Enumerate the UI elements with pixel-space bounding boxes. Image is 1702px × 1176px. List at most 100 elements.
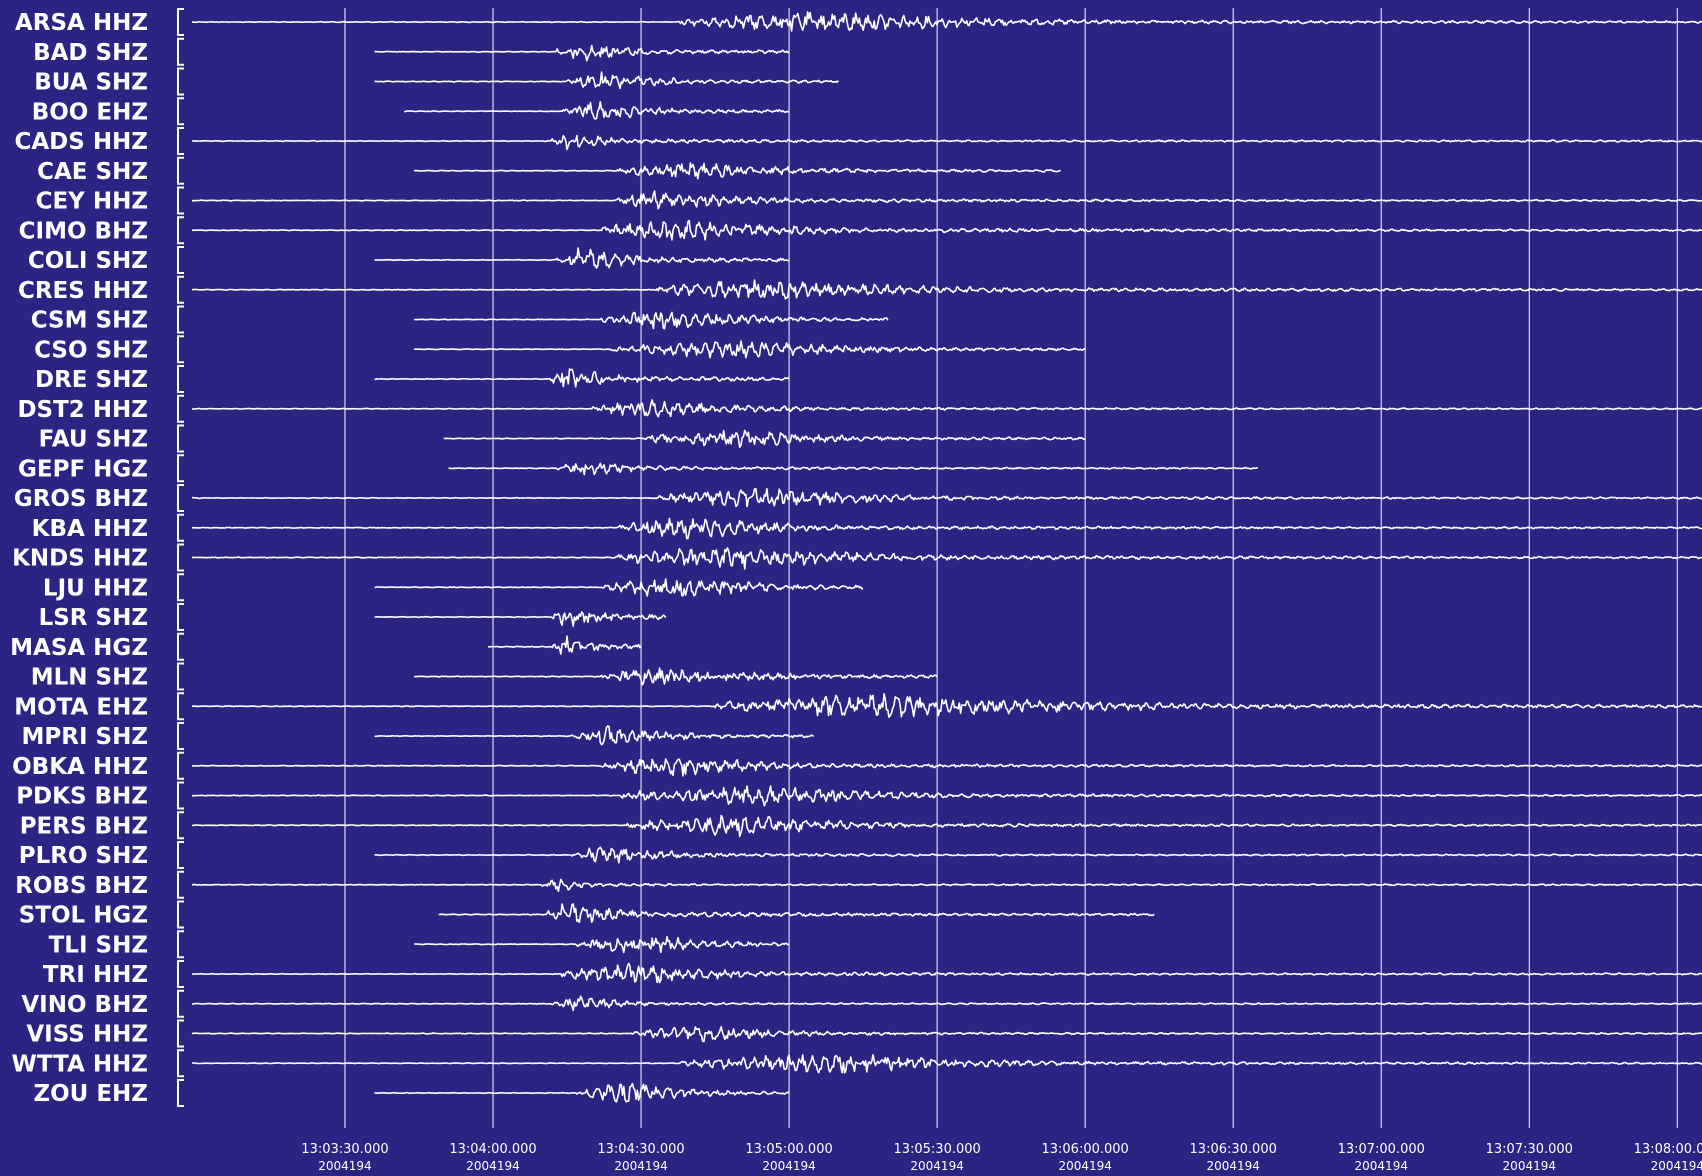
tick-label-date-3: 2004194	[762, 1159, 815, 1173]
trace-arsa-hhz	[192, 11, 1702, 32]
station-label-0: ARSA HHZ	[15, 10, 148, 36]
amplitude-bracket-34	[177, 1019, 184, 1048]
station-label-31: TLI SHZ	[49, 932, 148, 958]
trace-mota-ehz	[192, 692, 1702, 718]
trace-zou-ehz	[374, 1082, 790, 1103]
amplitude-bracket-5	[177, 156, 184, 185]
tick-label-time-8: 13:07:30.000	[1486, 1142, 1573, 1157]
tick-label-time-1: 13:04:00.000	[449, 1142, 536, 1157]
trace-robs-bhz	[191, 878, 1702, 893]
amplitude-bracket-24	[177, 722, 184, 750]
station-label-13: DST2 HHZ	[17, 397, 148, 423]
tick-label-date-1: 2004194	[466, 1159, 519, 1173]
trace-csm-shz	[413, 311, 889, 330]
tick-label-time-5: 13:06:00.000	[1041, 1142, 1128, 1157]
amplitude-bracket-22	[177, 662, 184, 691]
station-label-1: BAD SHZ	[33, 40, 148, 66]
station-label-6: CEY HHZ	[36, 189, 148, 215]
trace-pdks-bhz	[191, 785, 1702, 807]
trace-viss-hhz	[191, 1025, 1702, 1043]
station-label-29: ROBS BHZ	[15, 873, 148, 899]
amplitude-bracket-27	[177, 811, 184, 840]
tick-label-time-2: 13:04:30.000	[597, 1142, 684, 1157]
trace-cimo-bhz	[191, 219, 1702, 241]
station-label-34: VISS HHZ	[26, 1022, 148, 1048]
station-label-28: PLRO SHZ	[19, 843, 148, 869]
amplitude-bracket-18	[177, 543, 184, 572]
amplitude-bracket-33	[177, 989, 184, 1018]
trace-gros-bhz	[191, 487, 1702, 508]
trace-mln-shz	[414, 667, 938, 686]
tick-label-time-7: 13:07:00.000	[1338, 1142, 1425, 1157]
amplitude-bracket-7	[177, 216, 184, 245]
amplitude-bracket-8	[177, 246, 184, 274]
trace-cae-shz	[413, 162, 1061, 180]
trace-cads-hhz	[191, 134, 1702, 151]
amplitude-bracket-16	[177, 484, 184, 512]
amplitude-bracket-3	[177, 97, 184, 126]
amplitude-bracket-2	[177, 67, 184, 96]
station-label-19: LJU HHZ	[43, 575, 148, 601]
station-label-23: MOTA EHZ	[14, 694, 148, 720]
tick-label-date-2: 2004194	[614, 1159, 667, 1173]
trace-fau-shz	[443, 429, 1086, 449]
trace-lju-hhz	[374, 578, 864, 597]
amplitude-bracket-25	[177, 751, 184, 780]
amplitude-bracket-21	[177, 632, 184, 661]
station-label-26: PDKS BHZ	[16, 784, 148, 810]
amplitude-bracket-15	[177, 454, 184, 483]
trace-dre-shz	[374, 368, 790, 388]
tick-label-date-8: 2004194	[1503, 1159, 1556, 1173]
tick-label-date-7: 2004194	[1355, 1159, 1408, 1173]
station-label-25: OBKA HHZ	[12, 754, 148, 780]
station-label-15: GEPF HGZ	[18, 456, 148, 482]
trace-coli-shz	[374, 247, 790, 269]
station-label-10: CSM SHZ	[31, 308, 148, 334]
amplitude-bracket-28	[177, 841, 184, 869]
amplitude-bracket-36	[177, 1079, 184, 1107]
station-label-4: CADS HHZ	[14, 129, 148, 155]
tick-label-date-6: 2004194	[1206, 1159, 1259, 1173]
amplitude-bracket-0	[177, 8, 184, 36]
station-label-21: MASA HGZ	[10, 635, 148, 661]
station-label-33: VINO BHZ	[21, 992, 148, 1018]
time-axis: 13:03:30.000 2004194 13:04:00.000 2004194 13…	[301, 1142, 1702, 1173]
trace-cso-shz	[414, 340, 1086, 359]
trace-bad-shz	[374, 44, 790, 62]
tick-label-date-5: 2004194	[1058, 1159, 1111, 1173]
amplitude-bracket-19	[177, 573, 184, 602]
station-label-11: CSO SHZ	[34, 337, 148, 363]
tick-label-time-9: 13:08:00.000	[1634, 1142, 1702, 1157]
station-label-12: DRE SHZ	[35, 367, 148, 393]
trace-plro-shz	[374, 846, 1702, 864]
amplitude-bracket-29	[177, 870, 184, 899]
amplitude-bracket-35	[177, 1049, 184, 1078]
amplitude-bracket-32	[177, 960, 184, 988]
trace-kba-hhz	[191, 517, 1702, 540]
amplitude-bracket-6	[177, 186, 184, 215]
amplitude-bracket-31	[177, 930, 184, 959]
seismic-traces	[191, 11, 1702, 1103]
station-label-35: WTTA HHZ	[12, 1051, 148, 1077]
station-label-17: KBA HHZ	[32, 516, 148, 542]
trace-boo-ehz	[404, 101, 790, 120]
station-label-7: CIMO BHZ	[19, 218, 148, 244]
station-label-20: LSR SHZ	[39, 605, 148, 631]
amplitude-bracket-13	[177, 394, 184, 423]
station-label-36: ZOU EHZ	[33, 1081, 148, 1107]
trace-stol-hgz	[438, 903, 1155, 924]
station-label-24: MPRI SHZ	[21, 724, 148, 750]
trace-tli-shz	[414, 935, 790, 954]
trace-wtta-hhz	[191, 1054, 1702, 1074]
station-label-18: KNDS HHZ	[12, 546, 148, 572]
station-label-8: COLI SHZ	[28, 248, 148, 274]
amplitude-bracket-9	[177, 275, 184, 304]
trace-pers-bhz	[191, 814, 1702, 838]
station-label-22: MLN SHZ	[31, 665, 148, 691]
station-label-14: FAU SHZ	[39, 427, 148, 453]
trace-masa-hgz	[488, 635, 642, 655]
trace-tri-hhz	[191, 962, 1702, 984]
amplitude-bracket-20	[177, 603, 184, 631]
tick-label-date-4: 2004194	[910, 1159, 963, 1173]
